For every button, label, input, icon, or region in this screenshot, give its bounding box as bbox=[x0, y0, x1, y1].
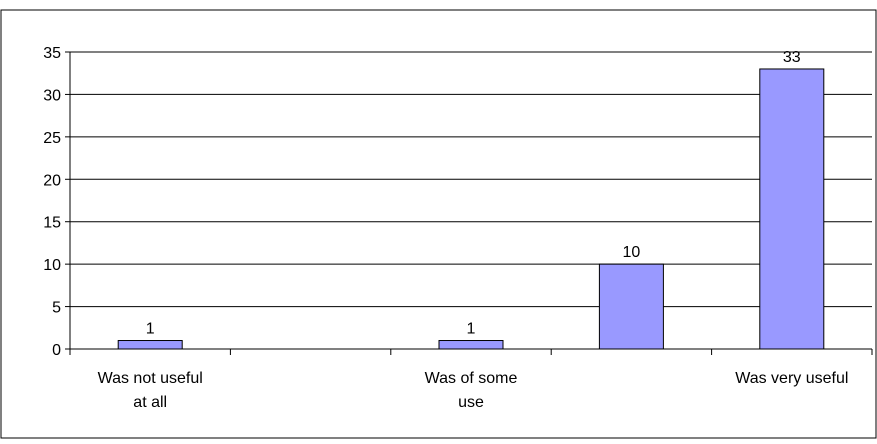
x-tick-label: Was not useful bbox=[98, 370, 203, 387]
y-tick-label: 20 bbox=[43, 172, 61, 189]
y-tick-label: 5 bbox=[52, 300, 61, 317]
y-axis: 0 5 10 15 20 25 30 35 bbox=[43, 45, 71, 359]
data-label: 33 bbox=[783, 49, 801, 66]
bar bbox=[117, 340, 183, 350]
bar bbox=[759, 68, 825, 350]
bar bbox=[438, 340, 504, 350]
y-tick-label: 30 bbox=[43, 87, 61, 104]
gridlines bbox=[70, 51, 872, 308]
data-label: 1 bbox=[467, 321, 476, 338]
y-tick-label: 0 bbox=[52, 342, 61, 359]
bars bbox=[117, 68, 825, 350]
data-label: 10 bbox=[623, 244, 641, 261]
y-tick-label: 10 bbox=[43, 257, 61, 274]
data-labels: 1 1 10 33 bbox=[146, 49, 801, 338]
y-tick-label: 25 bbox=[43, 130, 61, 147]
data-label: 1 bbox=[146, 321, 155, 338]
y-tick-label: 15 bbox=[43, 215, 61, 232]
x-tick-label: use bbox=[458, 394, 484, 411]
bar bbox=[598, 263, 664, 350]
x-axis: Was not useful at all Was of some use Was ve… bbox=[69, 348, 873, 411]
chart-frame bbox=[0, 9, 877, 439]
y-tick-label: 35 bbox=[43, 45, 61, 62]
x-tick-label: Was of some bbox=[425, 370, 518, 387]
x-tick-label: Was very useful bbox=[735, 370, 848, 387]
x-tick-label: at all bbox=[133, 394, 167, 411]
